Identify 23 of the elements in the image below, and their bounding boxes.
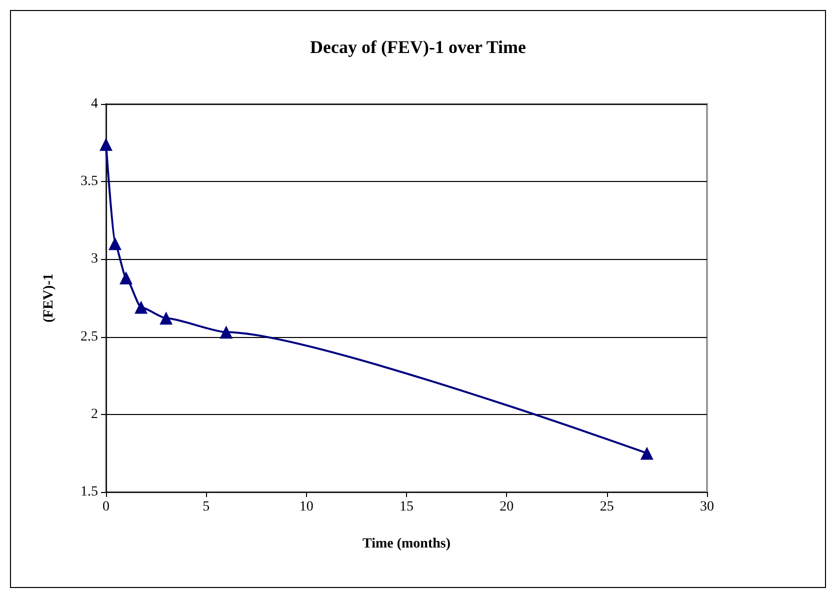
point [108, 237, 122, 250]
y-axis-title: (FEV)-1 [42, 274, 56, 322]
y-tick-label: 2 [91, 406, 98, 422]
x-tick-label: 10 [299, 500, 314, 514]
y-tick-label: 4 [91, 96, 98, 112]
point [160, 312, 173, 325]
x-tick-label: 15 [400, 500, 414, 514]
point [100, 138, 112, 151]
y-tick-label: 1.5 [80, 484, 98, 500]
point [220, 326, 233, 339]
chart-title: Decay of (FEV)-1 over Time [310, 37, 526, 57]
point [134, 300, 148, 314]
x-tick-label: 0 [102, 500, 110, 514]
x-tick-label: 25 [600, 500, 614, 514]
point [640, 446, 654, 460]
x-tick-label: 20 [500, 500, 514, 514]
y-tick-label: 3 [91, 252, 98, 267]
x-tick-label: 5 [202, 500, 210, 514]
point [120, 271, 133, 284]
y-tick-label: 3.5 [80, 174, 98, 190]
x-axis-title: Time (months) [362, 536, 451, 552]
x-tick-label: 30 [700, 500, 714, 514]
y-tick-label: 2.5 [80, 329, 98, 344]
